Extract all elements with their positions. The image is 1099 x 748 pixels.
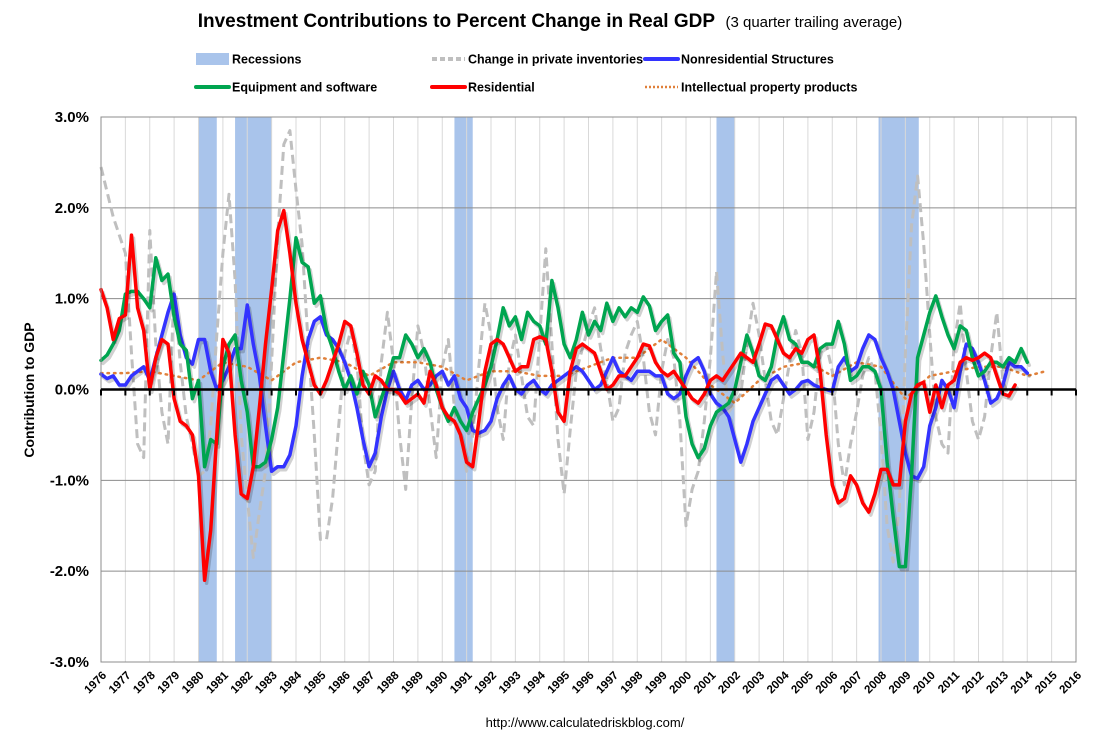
x-tick-label: 1989 xyxy=(399,670,426,697)
x-tick-label: 2005 xyxy=(789,669,816,696)
legend-label-nonresidential-structures: Nonresidential Structures xyxy=(681,53,834,67)
x-tick-label: 2002 xyxy=(716,670,743,697)
x-tick-label: 1984 xyxy=(278,669,305,696)
y-tick-label: 3.0% xyxy=(55,109,89,126)
x-tick-label: 1982 xyxy=(229,670,256,697)
series-line-intellectual-property-products xyxy=(99,338,1047,405)
chart-title-group: Investment Contributions to Percent Chan… xyxy=(198,11,903,32)
x-tick-label: 2012 xyxy=(960,670,987,697)
x-tick-label: 1996 xyxy=(570,670,597,697)
x-tick-label: 1991 xyxy=(448,669,475,696)
series-line-change-in-private-inventories xyxy=(99,129,1011,564)
x-tick-label: 1985 xyxy=(302,669,329,696)
series-line-equipment-and-software xyxy=(99,236,1030,569)
x-tick-label: 1997 xyxy=(594,670,621,697)
x-tick-label: 2011 xyxy=(936,669,963,696)
y-tick-labels: 3.0% 2.0% 1.0% 0.0% -1.0% -2.0% -3.0% xyxy=(50,109,89,671)
x-tick-label: 1994 xyxy=(521,669,548,696)
x-tick-label: 2008 xyxy=(863,669,890,696)
x-tick-label: 1995 xyxy=(546,669,573,696)
x-tick-label: 1983 xyxy=(253,670,280,697)
x-tick-label: 2007 xyxy=(838,670,865,697)
legend-item-recessions: Recessions xyxy=(196,53,302,67)
x-tick-labels: 1976197719781979198019811982198319841985… xyxy=(83,669,1085,696)
y-tick-label: -3.0% xyxy=(50,654,89,671)
x-tick-label: 1986 xyxy=(326,670,353,697)
y-tick-label: 1.0% xyxy=(55,291,89,308)
plot-area xyxy=(99,116,1077,663)
x-tick-label: 2013 xyxy=(984,670,1011,697)
x-tick-label: 1979 xyxy=(156,670,183,697)
x-tick-label: 1980 xyxy=(180,670,207,697)
x-tick-label: 1992 xyxy=(473,670,500,697)
y-tick-label: 2.0% xyxy=(55,200,89,217)
x-tick-label: 1998 xyxy=(619,669,646,696)
legend-item-intellectual-property-products: Intellectual property products xyxy=(645,81,857,95)
legend-label-residential: Residential xyxy=(468,81,535,95)
legend-item-residential: Residential xyxy=(430,81,535,95)
legend-swatch-recessions xyxy=(196,53,229,65)
x-tick-label: 1990 xyxy=(424,670,451,697)
x-tick-label: 1977 xyxy=(107,670,134,697)
legend-label-recessions: Recessions xyxy=(232,53,302,67)
source-url: http://www.calculatedriskblog.com/ xyxy=(486,715,685,730)
x-tick-label: 2001 xyxy=(692,669,719,696)
x-tick-label: 2009 xyxy=(887,670,914,697)
x-tick-label: 1981 xyxy=(204,669,231,696)
legend-label-intellectual-property-products: Intellectual property products xyxy=(681,81,857,95)
legend: Recessions Change in private inventories N… xyxy=(194,53,857,95)
x-tick-label: 1978 xyxy=(131,669,158,696)
series-line-residential xyxy=(99,208,1017,583)
y-tick-label: 0.0% xyxy=(55,382,89,399)
x-tick-label: 2014 xyxy=(1009,669,1036,696)
x-tick-label: 2016 xyxy=(1058,670,1085,697)
x-tick-label: 2010 xyxy=(911,670,938,697)
chart-title: Investment Contributions to Percent Chan… xyxy=(198,11,716,32)
axes xyxy=(100,116,1077,663)
x-tick-label: 1976 xyxy=(83,670,110,697)
x-tick-label: 1987 xyxy=(351,670,378,697)
chart-subtitle: (3 quarter trailing average) xyxy=(725,14,902,31)
x-tick-label: 2004 xyxy=(765,669,792,696)
legend-label-equipment-and-software: Equipment and software xyxy=(232,81,377,95)
legend-item-nonresidential-structures: Nonresidential Structures xyxy=(643,53,834,67)
x-tick-label: 2000 xyxy=(668,670,695,697)
legend-item-change-in-private-inventories: Change in private inventories xyxy=(432,53,643,67)
series-lines xyxy=(99,129,1047,586)
x-tick-label: 2015 xyxy=(1033,669,1060,696)
series-line-nonresidential-structures xyxy=(99,292,1030,481)
x-tick-label: 1993 xyxy=(497,670,524,697)
y-axis-label: Contribution to GDP xyxy=(21,322,37,457)
x-tick-label: 2006 xyxy=(814,670,841,697)
x-tick-label: 2003 xyxy=(741,670,768,697)
x-tick-label: 1999 xyxy=(643,670,670,697)
x-tick-label: 1988 xyxy=(375,669,402,696)
y-tick-label: -1.0% xyxy=(50,472,89,489)
legend-label-change-in-private-inventories: Change in private inventories xyxy=(468,53,643,67)
y-tick-label: -2.0% xyxy=(50,563,89,580)
legend-item-equipment-and-software: Equipment and software xyxy=(194,81,377,95)
